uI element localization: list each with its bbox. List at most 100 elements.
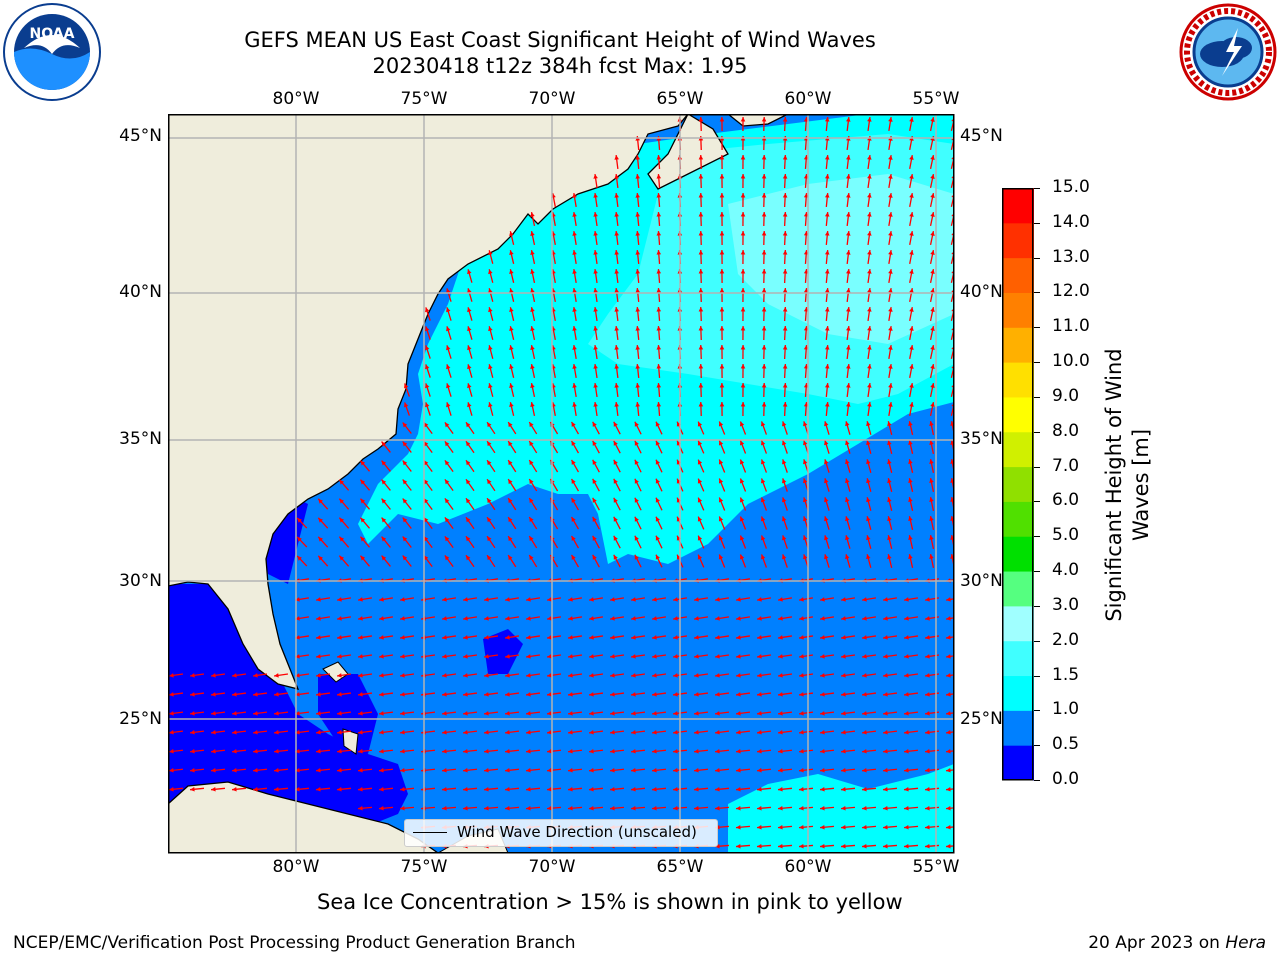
- wind-wave-arrow: [296, 555, 308, 567]
- wind-wave-arrow: [509, 402, 515, 416]
- wind-wave-arrow: [739, 478, 747, 492]
- wind-wave-arrow: [609, 635, 625, 640]
- wind-wave-arrow: [740, 363, 746, 379]
- colorbar-band: [1002, 292, 1034, 328]
- wind-wave-arrow: [486, 516, 496, 530]
- wind-wave-arrow: [441, 597, 457, 602]
- colorbar-tick-label: 1.0: [1052, 699, 1080, 720]
- wind-wave-arrow: [824, 154, 830, 170]
- wind-wave-arrow: [698, 363, 704, 379]
- wind-wave-arrow: [761, 173, 767, 189]
- wind-wave-arrow: [592, 516, 600, 530]
- wind-wave-arrow: [593, 325, 598, 341]
- wind-wave-arrow: [760, 516, 768, 530]
- wind-wave-arrow: [909, 268, 914, 284]
- wind-wave-arrow: [483, 730, 499, 735]
- wind-wave-arrow: [656, 192, 662, 208]
- wind-wave-arrow: [819, 616, 835, 621]
- wind-wave-arrow: [425, 402, 431, 416]
- wind-wave-arrow: [593, 382, 598, 398]
- wind-wave-arrow: [861, 692, 877, 697]
- wind-wave-arrow: [719, 363, 725, 379]
- wind-wave-arrow: [441, 711, 457, 716]
- wind-wave-arrow: [882, 749, 898, 754]
- wind-wave-arrow: [593, 173, 598, 189]
- wind-wave-arrow: [693, 597, 709, 602]
- wind-wave-arrow: [867, 211, 872, 227]
- wind-wave-arrow: [231, 730, 247, 735]
- wind-wave-arrow: [588, 692, 604, 697]
- wind-wave-arrow: [819, 843, 835, 849]
- wind-wave-arrow: [588, 654, 604, 659]
- wind-wave-arrow: [507, 478, 517, 492]
- colorbar-band: [1002, 605, 1034, 642]
- wind-wave-arrow: [882, 768, 898, 773]
- map-panel: [168, 114, 955, 854]
- colorbar-band: [1002, 327, 1034, 363]
- wind-wave-arrow: [444, 459, 454, 473]
- wind-wave-arrow: [441, 749, 457, 754]
- wind-wave-arrow: [441, 673, 457, 678]
- wind-wave-arrow: [483, 616, 499, 621]
- wind-wave-arrow: [294, 635, 310, 640]
- wind-wave-arrow: [929, 250, 935, 264]
- colorbar-tick-label: 6.0: [1052, 490, 1080, 511]
- colorbar-tick-label: 5.0: [1052, 525, 1080, 546]
- wind-wave-arrow: [846, 344, 851, 360]
- wind-wave-arrow: [572, 363, 577, 379]
- wind-wave-arrow: [273, 673, 289, 678]
- wind-wave-arrow: [761, 287, 767, 303]
- wind-wave-arrow: [402, 517, 412, 529]
- wind-wave-arrow: [824, 554, 830, 568]
- wind-wave-arrow: [462, 616, 478, 621]
- wind-wave-arrow: [231, 711, 247, 716]
- wind-wave-arrow: [210, 786, 226, 792]
- wind-wave-arrow: [908, 440, 914, 454]
- wind-wave-arrow: [446, 383, 452, 397]
- wind-wave-arrow: [761, 382, 767, 398]
- wind-wave-arrow: [357, 805, 373, 811]
- wind-wave-arrow: [402, 422, 412, 434]
- lat-tick-left-30n: 30°N: [119, 571, 162, 591]
- wind-wave-arrow: [909, 154, 914, 170]
- wind-wave-arrow: [567, 635, 583, 640]
- wind-wave-arrow: [530, 402, 536, 416]
- wind-wave-arrow: [567, 730, 583, 735]
- wind-wave-arrow: [504, 635, 520, 640]
- wind-wave-arrow: [614, 401, 619, 417]
- wind-wave-arrow: [819, 768, 835, 773]
- wind-wave-arrow: [613, 440, 621, 454]
- wind-wave-arrow: [530, 212, 536, 226]
- wind-wave-arrow: [782, 478, 788, 492]
- wind-wave-arrow: [740, 306, 746, 322]
- wind-wave-arrow: [546, 673, 562, 678]
- wind-wave-arrow: [570, 497, 580, 511]
- wind-wave-arrow: [357, 768, 373, 773]
- wind-wave-arrow: [861, 597, 877, 602]
- wind-wave-arrow: [929, 288, 935, 302]
- wind-wave-arrow: [867, 116, 872, 132]
- wind-wave-arrow: [570, 554, 580, 568]
- lon-tick-top-65w: 65°W: [656, 89, 704, 109]
- legend-label: Wind Wave Direction (unscaled): [457, 823, 697, 841]
- wind-wave-arrow: [756, 749, 772, 754]
- wind-wave-arrow: [399, 692, 415, 697]
- wind-wave-arrow: [867, 154, 872, 170]
- wind-wave-arrow: [697, 421, 705, 435]
- wind-wave-arrow: [714, 616, 730, 621]
- footer-date: 20 Apr 2023 on Hera: [1088, 933, 1266, 953]
- wind-wave-arrow: [861, 654, 877, 659]
- wind-wave-arrow: [528, 421, 538, 435]
- wind-wave-arrow: [614, 382, 619, 398]
- wind-wave-arrow: [315, 692, 331, 697]
- wind-wave-arrow: [336, 730, 352, 735]
- wind-wave-arrow: [888, 192, 893, 208]
- wind-wave-arrow: [819, 597, 835, 602]
- wind-wave-arrow: [336, 768, 352, 773]
- wind-wave-arrow: [630, 749, 646, 754]
- wind-wave-arrow: [882, 711, 898, 716]
- wind-wave-arrow: [777, 843, 793, 849]
- wind-wave-arrow: [903, 692, 919, 697]
- noaa-logo-text: NOAA: [30, 26, 75, 42]
- wind-wave-arrow: [488, 307, 494, 321]
